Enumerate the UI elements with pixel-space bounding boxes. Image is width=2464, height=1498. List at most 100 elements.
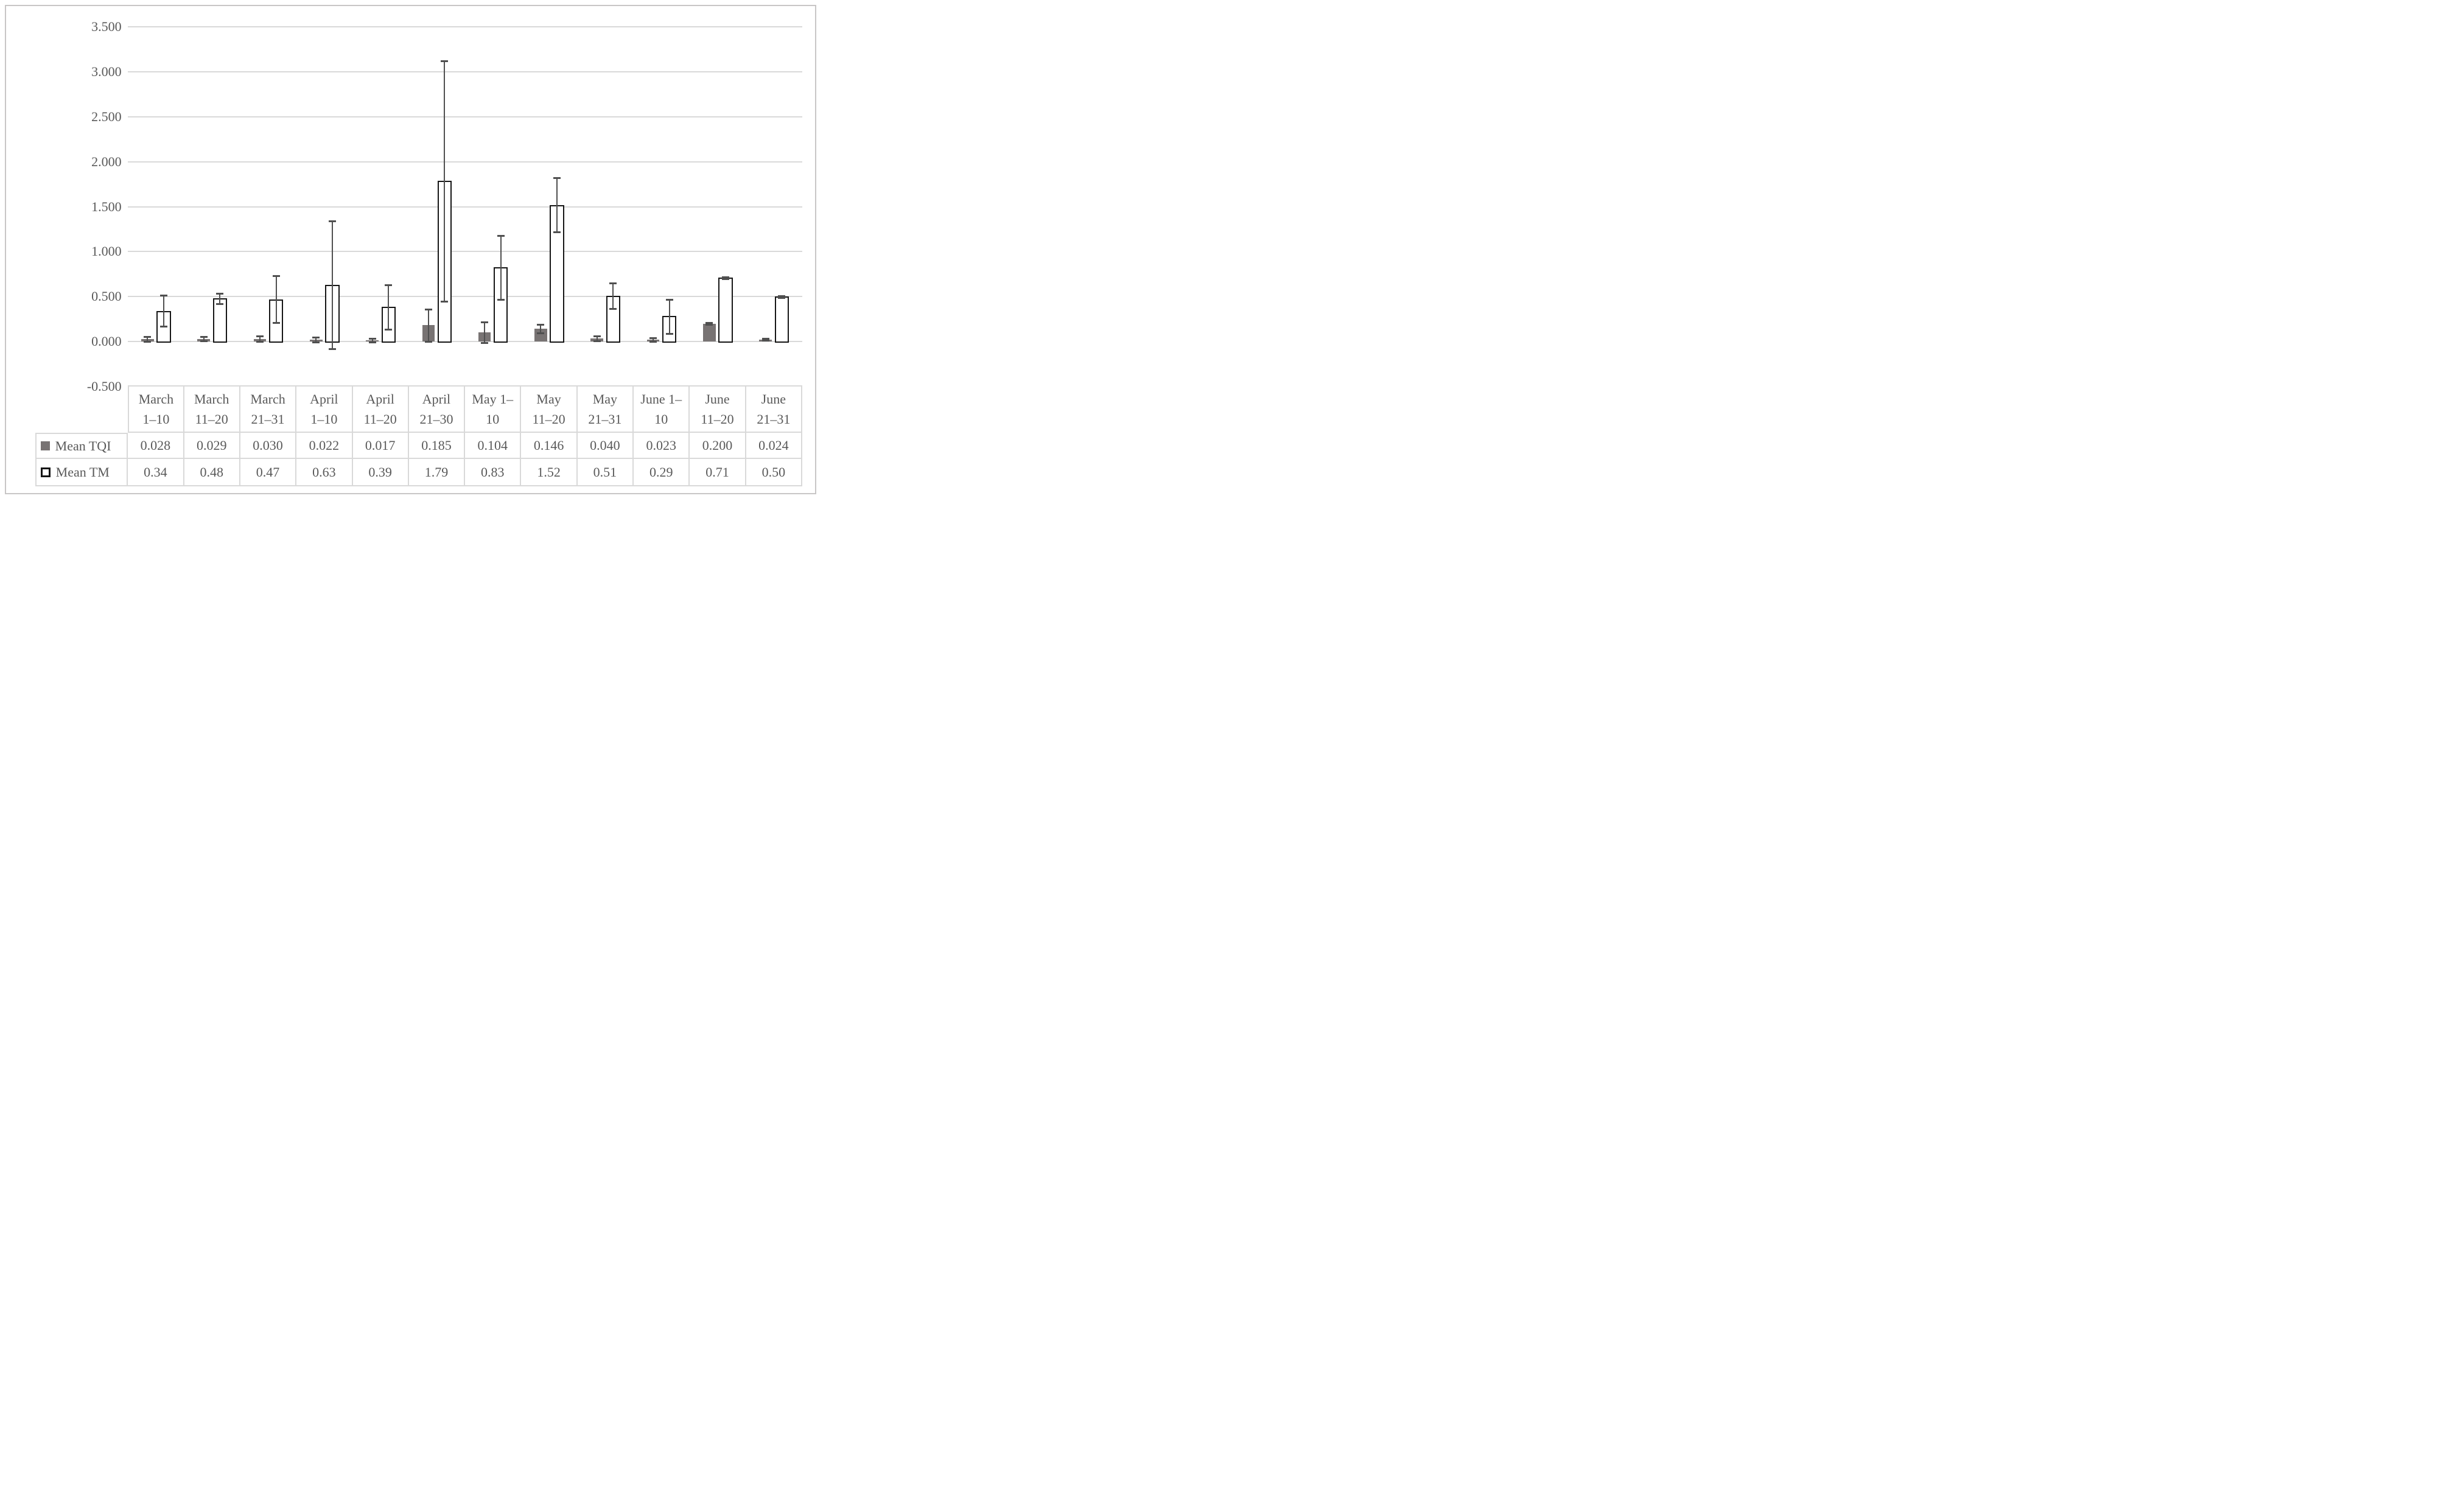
error-bar-cap-top	[216, 292, 224, 295]
y-axis-tick-label: 3.500	[91, 18, 122, 34]
chart-data-table: March 1–10 March 11–20 March 21–31 April 1–10 Ap…	[0, 0, 821, 499]
error-bar-cap-bottom	[722, 278, 730, 280]
error-bar-cap-top	[761, 338, 769, 340]
x-axis-line	[128, 341, 802, 343]
error-bar-cap-top	[328, 220, 336, 223]
table-header-cell: March 21–31	[240, 385, 297, 433]
tqi-value-cell: 0.030	[240, 432, 297, 460]
table-header-cell: March 11–20	[184, 385, 240, 433]
gridline	[128, 161, 802, 163]
table-header-line: 11–20	[195, 411, 228, 427]
y-axis-tick-label: 2.500	[91, 108, 122, 124]
tqi-value-cell: 0.023	[634, 432, 690, 460]
gridline	[128, 71, 802, 72]
error-bar-whisker	[668, 299, 670, 334]
table-header-line: March	[250, 391, 285, 407]
error-bar-whisker	[275, 276, 277, 323]
table-header-line: 1–10	[142, 411, 170, 427]
tm-value-cell: 0.29	[634, 459, 690, 486]
error-bar-cap-bottom	[537, 332, 545, 334]
tqi-value-cell: 0.024	[746, 432, 802, 460]
error-bar-cap-top	[441, 60, 449, 62]
error-bar-cap-top	[778, 295, 786, 297]
table-header-cell: June 1– 10	[634, 385, 690, 433]
error-bar-cap-bottom	[144, 341, 152, 343]
error-bar-whisker	[331, 221, 333, 349]
tqi-value-cell: 0.185	[408, 432, 466, 460]
error-bar-cap-bottom	[665, 333, 673, 335]
error-bar-cap-bottom	[385, 328, 393, 331]
error-bar-whisker	[484, 321, 486, 343]
error-bar-cap-bottom	[441, 300, 449, 303]
tqi-value-cell: 0.017	[352, 432, 409, 460]
error-bar-cap-bottom	[216, 303, 224, 306]
legend-label-tm: Mean TM	[55, 464, 110, 480]
table-header-line: 11–20	[701, 411, 734, 427]
error-bar-whisker	[540, 324, 542, 333]
tm-value-cell: 0.34	[128, 459, 184, 486]
error-bar-cap-bottom	[200, 340, 208, 342]
error-bar-whisker	[427, 309, 429, 341]
tqi-value-cell: 0.028	[128, 432, 184, 460]
error-bar-cap-bottom	[553, 231, 561, 233]
error-bar-cap-bottom	[649, 340, 657, 343]
error-bar-cap-bottom	[312, 341, 320, 344]
error-bar-cap-top	[609, 282, 617, 285]
error-bar-cap-top	[424, 309, 432, 311]
error-bar-cap-top	[385, 284, 393, 287]
table-header-cell: March 1–10	[128, 385, 184, 433]
error-bar-cap-top	[665, 298, 673, 301]
tqi-value-cell: 0.022	[296, 432, 353, 460]
error-bar-whisker	[612, 283, 614, 309]
data-table-grid: March 1–10 March 11–20 March 21–31 April 1–10 Ap…	[35, 385, 802, 486]
error-bar-cap-bottom	[497, 298, 505, 301]
tm-value-cell: 0.39	[352, 459, 409, 486]
tqi-legend-marker	[40, 441, 50, 451]
table-header-line: March	[138, 391, 174, 407]
table-header-line: May	[536, 391, 561, 407]
error-bar-whisker	[556, 178, 558, 232]
chart-plot: 3.500 3.000 2.500 2.000 1.500 1.000 0.500 0.000…	[0, 0, 821, 499]
table-header-line: May	[592, 391, 618, 407]
tm-value-cell: 0.63	[296, 459, 353, 486]
table-header-cell: June 11–20	[690, 385, 746, 433]
table-header-cell: May 1– 10	[465, 385, 522, 433]
error-bar-cap-bottom	[159, 326, 167, 328]
error-bar-whisker	[388, 285, 390, 329]
error-bar-cap-top	[649, 337, 657, 340]
tqi-value-cell: 0.029	[184, 432, 240, 460]
error-bar-cap-top	[312, 337, 320, 339]
table-header-line: April	[366, 391, 394, 407]
error-bar-whisker	[219, 293, 221, 304]
y-axis-tick-label: 1.000	[91, 243, 122, 259]
y-axis-tick-label: 0.000	[91, 334, 122, 349]
table-header-cell: June 21–31	[746, 385, 802, 433]
y-axis-tick-label: -0.500	[86, 379, 122, 394]
tm-value-cell: 0.83	[465, 459, 522, 486]
error-bar-whisker	[259, 336, 261, 342]
error-bar-whisker	[371, 338, 373, 342]
tm-value-cell: 0.71	[690, 459, 746, 486]
table-header-line: 11–20	[532, 411, 565, 427]
error-bar-cap-bottom	[705, 324, 713, 326]
table-header-line: March	[194, 391, 229, 407]
error-bar-whisker	[315, 337, 317, 343]
error-bar-whisker	[147, 337, 149, 342]
error-bar-cap-top	[368, 338, 376, 340]
tqi-value-cell: 0.146	[521, 432, 578, 460]
y-axis-tick-label: 3.000	[91, 63, 122, 79]
table-header-line: June	[761, 391, 786, 407]
error-bar-cap-top	[537, 324, 545, 326]
error-bar-cap-bottom	[481, 341, 489, 344]
tm-value-cell: 0.50	[746, 459, 802, 486]
error-bar-cap-bottom	[761, 340, 769, 342]
error-bar-cap-bottom	[272, 322, 280, 324]
error-bar-cap-top	[144, 336, 152, 338]
bar-chart-figure: 3.500 3.000 2.500 2.000 1.500 1.000 0.500 0.000…	[0, 0, 821, 499]
tm-value-cell: 1.79	[408, 459, 466, 486]
error-bar-cap-top	[497, 234, 505, 237]
table-header-cell: May 21–31	[577, 385, 634, 433]
y-axis-tick-label: 2.000	[91, 153, 122, 169]
error-bar-cap-bottom	[778, 296, 786, 299]
error-bar-whisker	[163, 295, 164, 327]
